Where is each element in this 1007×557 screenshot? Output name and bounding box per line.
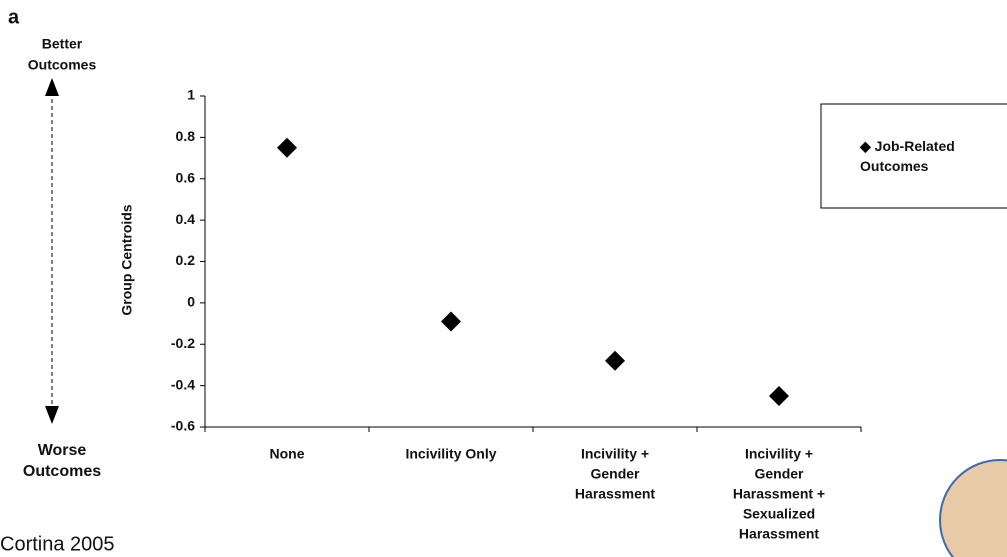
x-tick-label: Incivility + — [581, 446, 649, 462]
y-tick-label: -0.4 — [171, 376, 195, 392]
y-axis-label: Group Centroids — [119, 204, 135, 315]
y-tick-label: 0.8 — [176, 128, 196, 144]
photo — [939, 459, 1007, 557]
legend-label: Job-Related Outcomes — [860, 138, 955, 174]
marker — [769, 385, 789, 406]
worse-label: Outcomes — [23, 463, 101, 480]
arrow-head — [45, 406, 59, 424]
arrow-head — [45, 78, 59, 96]
marker — [605, 350, 625, 371]
better-label: Better — [42, 36, 83, 52]
x-tick-label: Gender — [754, 466, 804, 482]
panel-label: a — [8, 6, 20, 28]
y-tick-label: -0.2 — [171, 335, 195, 351]
legend-box — [820, 103, 1007, 209]
y-tick-label: 0.2 — [176, 252, 196, 268]
marker — [441, 311, 461, 332]
x-tick-label: Harassment + — [733, 486, 825, 502]
legend-marker: ◆ — [860, 138, 871, 154]
x-tick-label: Incivility + — [745, 446, 813, 462]
source: Cortina 2005 — [0, 533, 115, 555]
x-tick-label: Incivility Only — [405, 446, 496, 462]
x-tick-label: Sexualized — [743, 506, 815, 522]
x-tick-label: Harassment — [739, 526, 819, 542]
y-tick-label: 0 — [187, 294, 195, 310]
y-tick-label: 1 — [187, 87, 195, 103]
x-tick-label: None — [270, 446, 305, 462]
y-tick-label: -0.6 — [171, 418, 195, 434]
y-tick-label: 0.6 — [176, 169, 196, 185]
marker — [277, 137, 297, 158]
legend-entry: ◆ Job-Related Outcomes — [860, 136, 990, 176]
better-label: Outcomes — [28, 57, 97, 73]
x-tick-label: Harassment — [575, 486, 655, 502]
x-tick-label: Gender — [590, 466, 640, 482]
y-tick-label: 0.4 — [176, 211, 196, 227]
worse-label: Worse — [38, 442, 87, 459]
